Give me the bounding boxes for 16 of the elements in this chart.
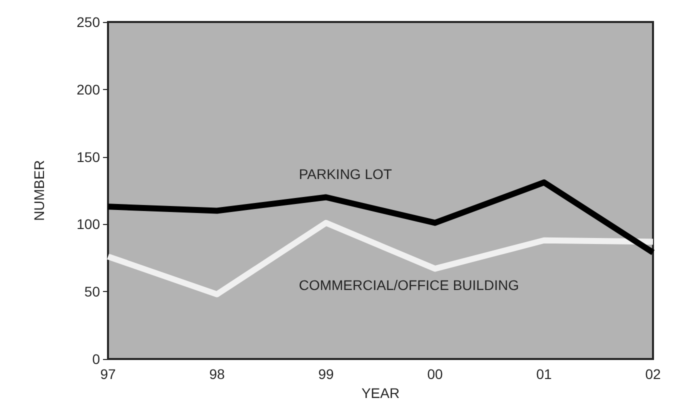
x-tick-label: 01: [536, 366, 552, 382]
x-axis-title: YEAR: [361, 384, 400, 401]
series-label: COMMERCIAL/OFFICE BUILDING: [298, 276, 519, 293]
y-tick-label: 0: [92, 351, 100, 367]
y-tick-label: 150: [76, 148, 100, 165]
x-tick-label: 97: [100, 366, 116, 382]
x-tick-label: 00: [427, 366, 443, 382]
y-tick-label: 200: [76, 81, 100, 98]
y-tick-label: 50: [84, 284, 100, 300]
x-tick-label: 02: [645, 366, 661, 382]
x-tick-label: 98: [209, 366, 225, 382]
y-tick-label: 100: [76, 216, 100, 232]
y-tick-label: 250: [76, 14, 100, 30]
series-label: PARKING LOT: [298, 166, 392, 182]
y-axis-title: NUMBER: [31, 160, 47, 221]
x-tick-label: 99: [318, 366, 334, 382]
